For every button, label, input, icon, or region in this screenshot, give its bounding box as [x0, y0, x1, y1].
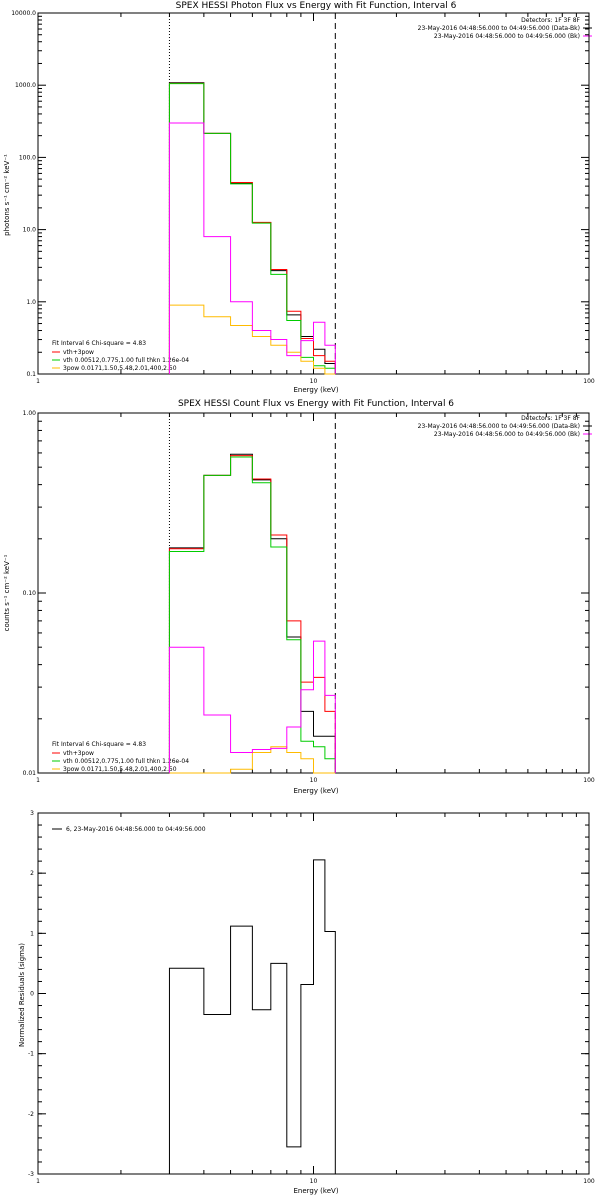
- y-tick-label: 1.0: [26, 299, 36, 306]
- count-flux-fit-info: Fit Interval 6 Chi-square = 4.83: [52, 741, 146, 748]
- count-flux-legend-total: vth+3pow: [63, 750, 94, 757]
- photon-flux-ylabel: photons s⁻¹ cm⁻² keV⁻¹: [3, 154, 11, 236]
- series-step-line: [168, 640, 336, 773]
- count-flux-header-2: 23-May-2016 04:48:56.000 to 04:49:56.000…: [418, 423, 580, 430]
- count-flux-legend-vth: vth 0.00512,0.775,1.00 full thkn 1.26e-0…: [63, 758, 189, 765]
- x-tick-label: 100: [583, 1178, 595, 1185]
- residuals-panel: Energy (keV) Normalized Residuals (sigma…: [18, 810, 595, 1195]
- count-flux-header-3: 23-May-2016 04:48:56.000 to 04:49:56.000…: [434, 431, 580, 438]
- plot-frame: [37, 12, 590, 375]
- photon-flux-legend-vth: vth 0.00512,0.775,1.00 full thkn 1.26e-0…: [63, 357, 189, 364]
- y-tick-label: 2: [30, 870, 34, 877]
- count-flux-legend-3pow: 3pow 0.0171,1.50,5.48,2.01,400,2.50: [63, 766, 177, 773]
- residuals-ylabel: Normalized Residuals (sigma): [18, 943, 26, 1047]
- y-tick-label: 0.01: [23, 770, 37, 777]
- y-tick-label: 0.10: [23, 590, 37, 597]
- series-step-line: [168, 453, 336, 773]
- x-tick-label: 10: [310, 1178, 318, 1185]
- y-tick-label: 10.0: [23, 227, 37, 234]
- y-tick-label: 1.00: [23, 410, 37, 417]
- series-step-line: [168, 455, 336, 773]
- y-tick-label: 1000.0: [15, 82, 36, 89]
- photon-flux-title: SPEX HESSI Photon Flux vs Energy with Fi…: [176, 1, 457, 11]
- x-tick-label: 100: [583, 378, 595, 385]
- series-step-line: [168, 304, 336, 375]
- x-tick-label: 100: [583, 777, 595, 784]
- y-tick-label: -2: [28, 1111, 34, 1118]
- x-tick-label: 1: [36, 777, 40, 784]
- y-tick-label: 3: [30, 810, 34, 817]
- count-flux-xlabel: Energy (keV): [293, 787, 338, 795]
- photon-flux-legend-total: vth+3pow: [63, 349, 94, 356]
- residuals-legend: 6, 23-May-2016 04:48:56.000 to 04:49:56.…: [66, 826, 206, 833]
- series-step-line: [168, 859, 336, 1174]
- count-flux-title: SPEX HESSI Count Flux vs Energy with Fit…: [178, 399, 454, 409]
- x-tick-label: 10: [310, 777, 318, 784]
- residuals-xlabel: Energy (keV): [293, 1187, 338, 1195]
- count-flux-panel: SPEX HESSI Count Flux vs Energy with Fit…: [3, 399, 595, 795]
- x-tick-label: 10: [310, 378, 318, 385]
- y-tick-label: -1: [28, 1051, 34, 1058]
- x-tick-label: 1: [36, 1178, 40, 1185]
- series-step-line: [168, 83, 336, 374]
- series-step-line: [168, 122, 336, 374]
- y-tick-label: 100.0: [19, 154, 36, 161]
- photon-flux-fit-info: Fit Interval 6 Chi-square = 4.83: [52, 340, 146, 347]
- photon-flux-header-3: 23-May-2016 04:48:56.000 to 04:49:56.000…: [434, 33, 580, 40]
- photon-flux-xlabel: Energy (keV): [293, 386, 338, 394]
- photon-flux-header-2: 23-May-2016 04:48:56.000 to 04:49:56.000…: [418, 25, 580, 32]
- count-flux-ylabel: counts s⁻¹ cm⁻² keV⁻¹: [3, 554, 11, 631]
- y-tick-label: 1: [30, 930, 34, 937]
- y-tick-label: -3: [28, 1171, 34, 1178]
- series-step-line: [168, 456, 336, 773]
- x-tick-label: 1: [36, 378, 40, 385]
- y-tick-label: 0: [30, 991, 34, 998]
- y-tick-label: 0.1: [26, 371, 36, 378]
- photon-flux-header-1: Detectors: 1F 3F 8F: [521, 17, 580, 24]
- photon-flux-legend-3pow: 3pow 0.0171,1.50,5.48,2.01,400,2.50: [63, 365, 177, 372]
- series-step-line: [169, 746, 336, 774]
- y-tick-label: 10000.0: [11, 10, 36, 17]
- photon-flux-panel: SPEX HESSI Photon Flux vs Energy with Fi…: [3, 1, 595, 394]
- count-flux-header-1: Detectors: 1F 3F 8F: [521, 415, 580, 422]
